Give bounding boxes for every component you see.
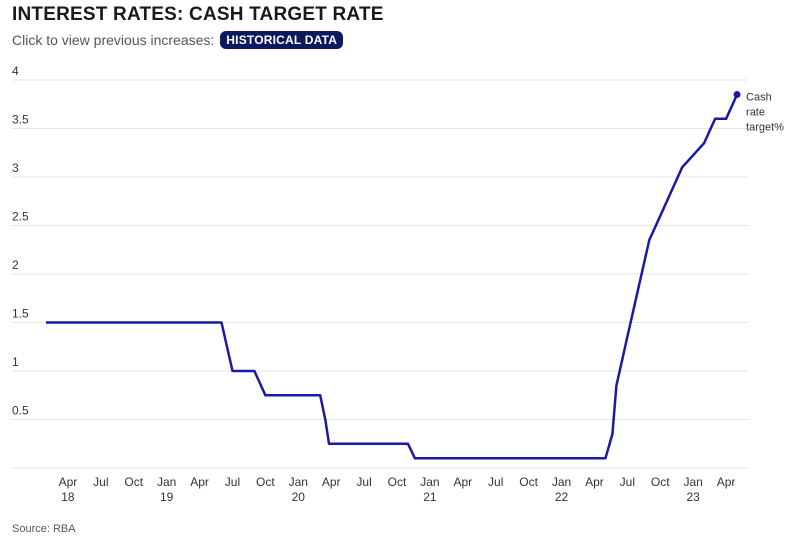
x-tick-month: Apr <box>453 475 472 489</box>
series-line <box>46 94 739 460</box>
series-layer: Cash rate target% <box>46 91 784 460</box>
series-end-label: Cash <box>746 92 772 104</box>
x-tick-month: Apr <box>322 475 341 489</box>
x-tick-year: 23 <box>686 490 700 504</box>
x-tick-month: Jan <box>289 475 308 489</box>
y-tick-label: 1 <box>12 355 19 369</box>
grid-lines <box>12 79 748 469</box>
historical-data-button[interactable]: HISTORICAL DATA <box>220 31 344 49</box>
x-tick-month: Jul <box>225 475 240 489</box>
source-note: Source: RBA <box>12 523 76 535</box>
x-tick-month: Jul <box>93 475 108 489</box>
x-tick-year: 20 <box>292 490 306 504</box>
subtitle-text: Click to view previous increases: <box>12 32 215 48</box>
y-tick-label: 0.5 <box>12 404 29 418</box>
x-tick-month: Jan <box>157 475 176 489</box>
x-tick-year: 21 <box>423 490 437 504</box>
y-tick-label: 3 <box>12 161 19 175</box>
x-tick-month: Oct <box>388 475 407 489</box>
x-tick-month: Oct <box>256 475 275 489</box>
y-tick-label: 1.5 <box>12 307 29 321</box>
y-tick-label: 3.5 <box>12 113 29 127</box>
y-tick-label: 2.5 <box>12 210 29 224</box>
series-end-point <box>733 91 741 99</box>
x-tick-month: Oct <box>519 475 538 489</box>
chart-title: INTEREST RATES: CASH TARGET RATE <box>12 4 384 25</box>
series-end-label: rate <box>746 107 765 119</box>
y-tick-label: 4 <box>12 64 19 78</box>
x-tick-month: Oct <box>651 475 670 489</box>
x-tick-month: Jan <box>552 475 571 489</box>
x-tick-year: 18 <box>61 490 75 504</box>
x-tick-year: 22 <box>555 490 569 504</box>
series-end-label: target% <box>746 122 784 134</box>
x-tick-month: Oct <box>124 475 143 489</box>
x-tick-month: Jul <box>488 475 503 489</box>
y-axis-ticks: 0.5 1 1.5 2 2.5 3 3.5 4 <box>12 64 29 418</box>
x-tick-month: Apr <box>585 475 604 489</box>
x-tick-month: Jan <box>420 475 439 489</box>
x-tick-month: Apr <box>717 475 736 489</box>
x-tick-month: Jan <box>683 475 702 489</box>
x-tick-month: Jul <box>620 475 635 489</box>
x-tick-month: Apr <box>59 475 78 489</box>
y-tick-label: 2 <box>12 258 19 272</box>
x-tick-month: Jul <box>356 475 371 489</box>
x-tick-year: 19 <box>160 490 174 504</box>
x-tick-month: Apr <box>190 475 209 489</box>
chart-subtitle: Click to view previous increases: HISTOR… <box>12 31 344 49</box>
